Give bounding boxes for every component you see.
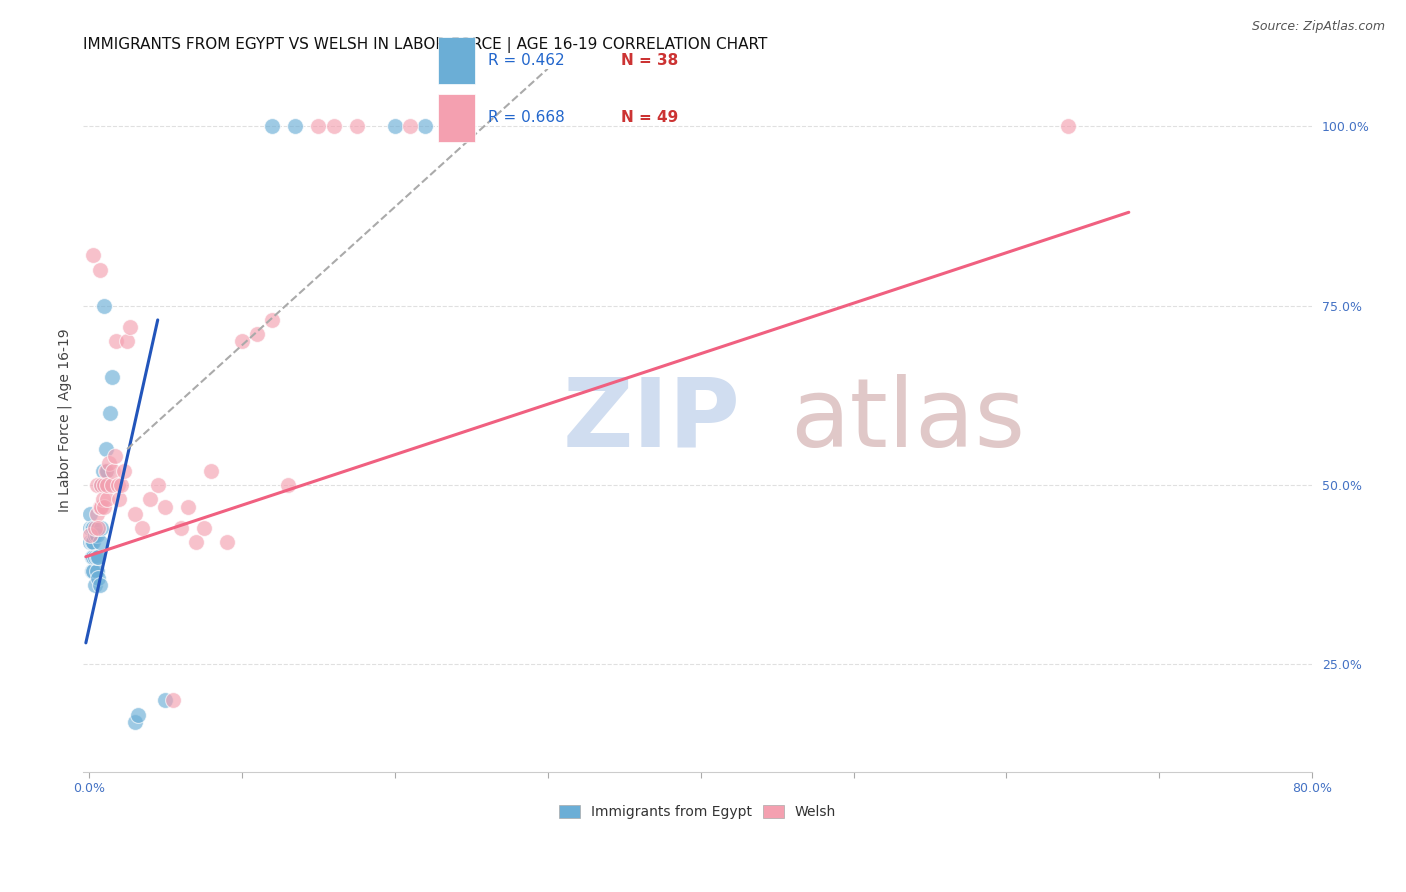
Point	[79, 507, 101, 521]
Point	[115, 334, 138, 349]
Point	[87, 521, 110, 535]
Point	[107, 478, 129, 492]
Point	[89, 535, 111, 549]
Point	[84, 578, 107, 592]
Point	[93, 478, 115, 492]
Point	[184, 535, 207, 549]
Point	[104, 450, 127, 464]
Point	[79, 528, 101, 542]
Point	[124, 714, 146, 729]
Point	[231, 334, 253, 349]
Point	[399, 119, 422, 133]
Point	[200, 464, 222, 478]
Point	[86, 564, 108, 578]
Text: N = 49: N = 49	[620, 111, 678, 126]
Point	[86, 549, 108, 564]
Point	[177, 500, 200, 514]
Text: ZIP: ZIP	[562, 374, 740, 467]
Point	[284, 119, 307, 133]
Point	[110, 478, 132, 492]
Point	[94, 442, 117, 456]
Point	[139, 492, 162, 507]
Point	[90, 478, 112, 492]
Point	[91, 492, 114, 507]
Point	[82, 248, 104, 262]
Text: R = 0.668: R = 0.668	[488, 111, 564, 126]
Point	[127, 707, 149, 722]
Point	[80, 549, 103, 564]
Point	[1056, 119, 1078, 133]
Text: N = 38: N = 38	[620, 53, 678, 68]
Point	[444, 119, 467, 133]
Point	[82, 521, 104, 535]
Point	[307, 119, 329, 133]
Point	[277, 478, 299, 492]
Point	[215, 535, 238, 549]
Text: R = 0.462: R = 0.462	[488, 53, 564, 68]
Point	[94, 464, 117, 478]
Point	[89, 500, 111, 514]
Point	[90, 478, 112, 492]
Point	[155, 500, 177, 514]
Point	[80, 521, 103, 535]
Point	[246, 327, 269, 342]
Point	[96, 478, 118, 492]
Point	[120, 320, 142, 334]
Point	[82, 564, 104, 578]
Point	[103, 464, 125, 478]
Legend: Immigrants from Egypt, Welsh: Immigrants from Egypt, Welsh	[554, 799, 842, 825]
Point	[93, 299, 115, 313]
Point	[112, 464, 135, 478]
Point	[262, 313, 284, 327]
Point	[79, 535, 101, 549]
Point	[101, 478, 124, 492]
Point	[90, 500, 112, 514]
Y-axis label: In Labor Force | Age 16-19: In Labor Force | Age 16-19	[58, 328, 72, 512]
Point	[97, 457, 120, 471]
Point	[346, 119, 368, 133]
Point	[84, 528, 107, 542]
Point	[384, 119, 406, 133]
Point	[105, 334, 128, 349]
Point	[86, 478, 108, 492]
Point	[193, 521, 215, 535]
Point	[91, 464, 114, 478]
Point	[415, 119, 437, 133]
Point	[444, 119, 467, 133]
FancyBboxPatch shape	[439, 37, 475, 84]
Point	[86, 528, 108, 542]
Point	[87, 571, 110, 585]
Point	[155, 693, 177, 707]
Point	[169, 521, 191, 535]
Point	[322, 119, 344, 133]
Point	[86, 507, 108, 521]
Point	[80, 564, 103, 578]
Text: atlas: atlas	[790, 374, 1025, 467]
Point	[162, 693, 184, 707]
Point	[82, 549, 104, 564]
Point	[84, 521, 107, 535]
Point	[82, 535, 104, 549]
Point	[101, 370, 124, 384]
Point	[89, 262, 111, 277]
Point	[79, 521, 101, 535]
Point	[89, 578, 111, 592]
Point	[146, 478, 169, 492]
Point	[108, 492, 131, 507]
Point	[84, 549, 107, 564]
Point	[87, 549, 110, 564]
Point	[124, 507, 146, 521]
Text: IMMIGRANTS FROM EGYPT VS WELSH IN LABOR FORCE | AGE 16-19 CORRELATION CHART: IMMIGRANTS FROM EGYPT VS WELSH IN LABOR …	[83, 37, 768, 54]
FancyBboxPatch shape	[439, 95, 475, 142]
Text: Source: ZipAtlas.com: Source: ZipAtlas.com	[1251, 20, 1385, 33]
Point	[90, 521, 112, 535]
Point	[80, 535, 103, 549]
Point	[98, 406, 121, 420]
Point	[96, 492, 118, 507]
Point	[93, 500, 115, 514]
Point	[262, 119, 284, 133]
Point	[93, 478, 115, 492]
Point	[96, 464, 118, 478]
Point	[131, 521, 153, 535]
